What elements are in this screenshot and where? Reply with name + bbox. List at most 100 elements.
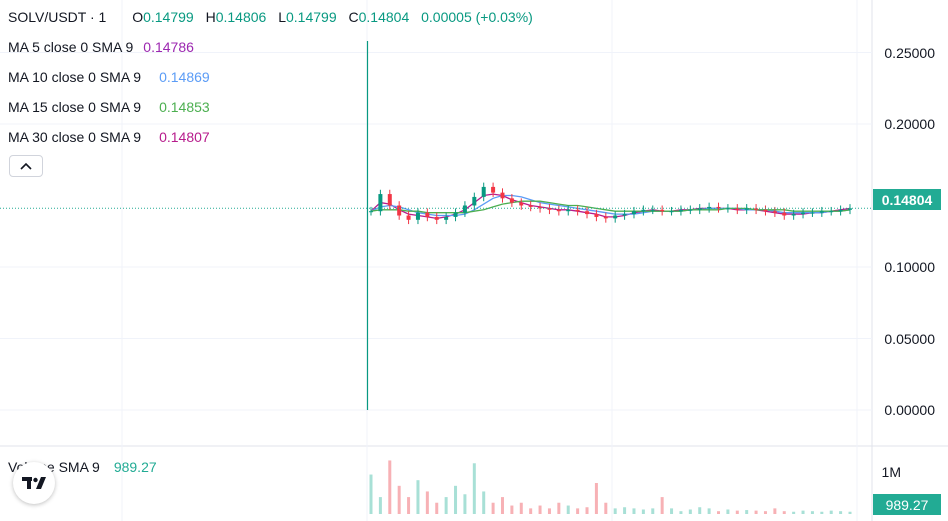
volume-bar xyxy=(585,507,589,514)
low-key: L xyxy=(278,9,286,25)
volume-bar xyxy=(688,509,692,514)
candle-body xyxy=(575,209,580,212)
chevron-up-icon xyxy=(20,162,32,170)
current-price-tag: 0.14804 xyxy=(873,189,941,210)
volume-bar xyxy=(698,507,702,514)
volume-bar xyxy=(754,510,758,514)
candle-body xyxy=(838,209,843,212)
ma-5-legend[interactable]: MA 5 close 0 SMA 9 0.14786 xyxy=(8,39,194,55)
volume-bar xyxy=(792,511,796,514)
candle-body xyxy=(613,215,618,219)
volume-bar xyxy=(623,507,627,514)
volume-bar xyxy=(416,480,420,514)
candle-body xyxy=(744,208,749,210)
volume-bar xyxy=(726,509,730,514)
volume-bar xyxy=(735,510,739,514)
tradingview-logo-icon[interactable] xyxy=(13,462,55,504)
volume-bar xyxy=(613,508,617,514)
volume-bar xyxy=(773,508,777,514)
candle-body xyxy=(631,211,636,215)
volume-value: 989.27 xyxy=(113,459,157,475)
ma-15-legend[interactable]: MA 15 close 0 SMA 9 0.14853 xyxy=(8,99,210,115)
volume-bar xyxy=(801,510,805,514)
candle-body xyxy=(566,209,571,212)
candle-body xyxy=(669,211,674,213)
volume-bar xyxy=(839,511,843,514)
volume-bar xyxy=(407,497,411,514)
candle-body xyxy=(547,208,552,210)
candle-body xyxy=(406,215,411,220)
candle-body xyxy=(819,211,824,213)
ma-label: MA 10 close 0 SMA 9 xyxy=(8,69,142,85)
volume-bar xyxy=(745,510,749,514)
candle-body xyxy=(481,186,486,197)
change-value: 0.00005 (+0.03%) xyxy=(421,9,533,25)
price-tick-label: 0.05000 xyxy=(884,331,935,347)
volume-bar xyxy=(576,508,580,514)
candle-body xyxy=(472,196,477,206)
candle-body xyxy=(509,198,514,203)
candle-body xyxy=(397,205,402,216)
volume-bar xyxy=(500,497,504,514)
candle-body xyxy=(716,206,721,209)
ma-label: MA 15 close 0 SMA 9 xyxy=(8,99,142,115)
candle-body xyxy=(641,209,646,212)
ma-line-ma-10 xyxy=(370,194,851,217)
ma-label: MA 30 close 0 SMA 9 xyxy=(8,129,142,145)
volume-bar xyxy=(641,509,645,514)
volume-bar xyxy=(829,510,833,514)
candle-body xyxy=(678,209,683,212)
close-key: C xyxy=(348,9,359,25)
price-candles xyxy=(366,41,852,410)
volume-bar xyxy=(510,505,514,514)
volume-bar xyxy=(425,491,429,514)
volume-bar xyxy=(820,511,824,514)
symbol-title[interactable]: SOLV/USDT · 1 xyxy=(8,9,107,25)
volume-bar xyxy=(660,497,664,514)
candle-body xyxy=(829,211,834,213)
volume-bar xyxy=(529,508,533,514)
candle-body xyxy=(378,194,383,212)
ma-30-legend[interactable]: MA 30 close 0 SMA 9 0.14807 xyxy=(8,129,210,145)
open-key: O xyxy=(132,9,144,25)
candle-body xyxy=(500,192,505,199)
candle-body xyxy=(538,206,543,209)
volume-bar xyxy=(594,483,598,514)
candle-body xyxy=(725,208,730,210)
candle-body xyxy=(603,216,608,219)
volume-bar xyxy=(566,505,570,514)
volume-bar xyxy=(670,508,674,514)
volume-bar xyxy=(463,494,467,514)
volume-bar xyxy=(369,474,373,514)
candle-body xyxy=(791,214,796,216)
volume-bar xyxy=(491,502,495,514)
ma-line-ma-5 xyxy=(370,193,851,220)
ma-label: MA 5 close 0 SMA 9 xyxy=(8,39,134,55)
candle-body xyxy=(735,208,740,210)
price-tick-label: 0.25000 xyxy=(884,45,935,61)
open-value: 0.14799 xyxy=(143,9,194,25)
candle-body xyxy=(754,208,759,210)
volume-bar xyxy=(519,502,523,514)
low-value: 0.14799 xyxy=(286,9,337,25)
candle-body xyxy=(763,209,768,212)
volume-bar xyxy=(435,502,439,514)
candle-body xyxy=(848,208,852,210)
volume-bar xyxy=(810,511,814,514)
ma-line-ma-30 xyxy=(370,200,851,214)
candle-body xyxy=(444,216,449,220)
high-key: H xyxy=(205,9,216,25)
candle-body xyxy=(697,208,702,210)
logo-glyph xyxy=(22,477,46,489)
volume-bar xyxy=(388,460,392,514)
candle-body xyxy=(369,211,373,213)
collapse-legend-button[interactable] xyxy=(9,155,43,177)
candle-body xyxy=(707,206,712,209)
ma-10-legend[interactable]: MA 10 close 0 SMA 9 0.14869 xyxy=(8,69,210,85)
volume-bar xyxy=(397,485,401,514)
volume-bar xyxy=(632,508,636,514)
price-tick-label: 0.00000 xyxy=(884,402,935,418)
candle-body xyxy=(650,209,655,211)
